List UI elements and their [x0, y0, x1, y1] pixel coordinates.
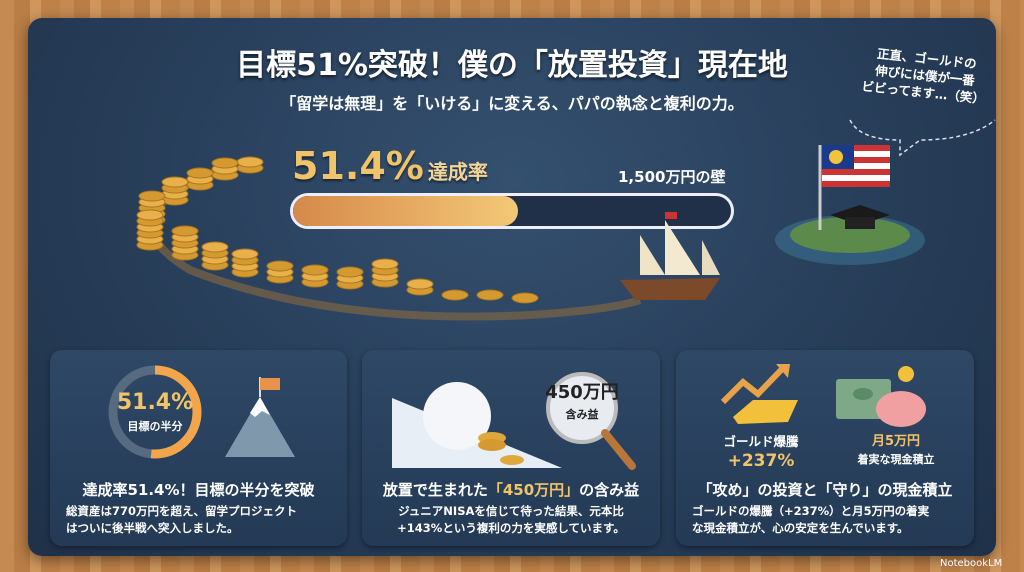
cash-piggy-bank-icon	[836, 366, 926, 427]
progress-value: 51.4%	[292, 144, 424, 188]
page-title: 目標51%突破！僕の「放置投資」現在地	[236, 48, 788, 83]
card-achievement: 51.4% 目標の半分 達成率51.4%！目標の半分を突破 総資産は770万円を…	[50, 350, 347, 546]
ring-value: 51.4%	[116, 390, 194, 415]
coin-path-illustration	[136, 156, 642, 321]
progress-bar	[290, 193, 734, 229]
coin	[236, 156, 264, 168]
notebooklm-brand: NotebookLM	[940, 558, 1003, 569]
progress-ring	[108, 365, 202, 459]
progress-bar-fill	[293, 196, 519, 226]
coin	[336, 266, 364, 278]
coin	[161, 176, 189, 188]
progress-label: 達成率	[427, 160, 488, 184]
card-body: 総資産は770万円を超え、留学プロジェクト	[66, 504, 298, 518]
title-part: 放置で生まれた	[382, 481, 488, 499]
title-highlight: 「450万円」	[487, 481, 580, 499]
page-subtitle: 「留学は無理」を「いける」に変える、パパの執念と複利の力。	[280, 94, 744, 113]
coin	[511, 292, 539, 304]
coin	[138, 190, 166, 202]
coin	[266, 260, 294, 272]
cash-label: 着実な現金積立	[857, 453, 935, 466]
card-body: ジュニアNISAを信じて待った結果、元本比	[398, 504, 624, 518]
card-text: 達成率51.4%！目標の半分を突破 総資産は770万円を超え、留学プロジェクトは…	[60, 480, 337, 537]
snowball-icon	[392, 372, 636, 470]
title-part: の含み益	[579, 481, 640, 499]
card-title: 達成率51.4%！目標の半分を突破	[82, 481, 315, 499]
coin-stacks-icon	[136, 156, 539, 304]
progress-percent: 51.4% 達成率	[292, 144, 488, 188]
coin	[441, 289, 469, 301]
coin	[406, 278, 434, 290]
card-title: 放置で生まれた「450万円」の含み益	[372, 480, 650, 500]
ring-label: 目標の半分	[127, 420, 183, 433]
card-gold-cash: ゴールド爆騰 +237% 月5万円 着実な現金積立 「攻め」の投資と「守り」の現…	[676, 350, 974, 546]
card-text: 「攻め」の投資と「守り」の現金積立 ゴールドの爆騰（+237%）と月5万円の着実…	[686, 480, 964, 537]
cash-value: 月5万円	[871, 434, 921, 449]
coin	[136, 209, 164, 221]
magnifier-value: 450万円	[545, 382, 619, 403]
card-body: +143%という複利の力を実感しています。	[397, 521, 625, 535]
coin	[301, 264, 329, 276]
coin	[211, 157, 239, 169]
bubble-tail-icon	[849, 119, 996, 157]
coin	[171, 225, 199, 237]
coin	[186, 167, 214, 179]
card-body: な現金積立が、心の安定を生んでいます。	[692, 521, 909, 535]
card-body: はついに後半戦へ突入しました。	[66, 521, 239, 535]
gold-bar-chart-up-icon	[720, 364, 798, 424]
coin	[476, 289, 504, 301]
island-flag-icon	[775, 145, 925, 265]
coin	[201, 241, 229, 253]
mountain-flag-icon	[225, 377, 295, 457]
gold-label: ゴールド爆騰	[723, 434, 799, 449]
coin	[371, 258, 399, 270]
card-unrealized-gain: 450万円 含み益 放置で生まれた「450万円」の含み益 ジュニアNISAを信じ…	[362, 350, 660, 546]
ship-icon	[620, 212, 720, 300]
coin	[231, 248, 259, 260]
goal-label: 1,500万円の壁	[618, 168, 726, 186]
card-title: 「攻め」の投資と「守り」の現金積立	[697, 481, 953, 499]
card-text: 放置で生まれた「450万円」の含み益 ジュニアNISAを信じて待った結果、元本比…	[372, 480, 650, 537]
card-body: ゴールドの爆騰（+237%）と月5万円の着実	[692, 504, 930, 518]
magnifier-label: 含み益	[565, 408, 599, 421]
gold-value: +237%	[727, 451, 795, 471]
